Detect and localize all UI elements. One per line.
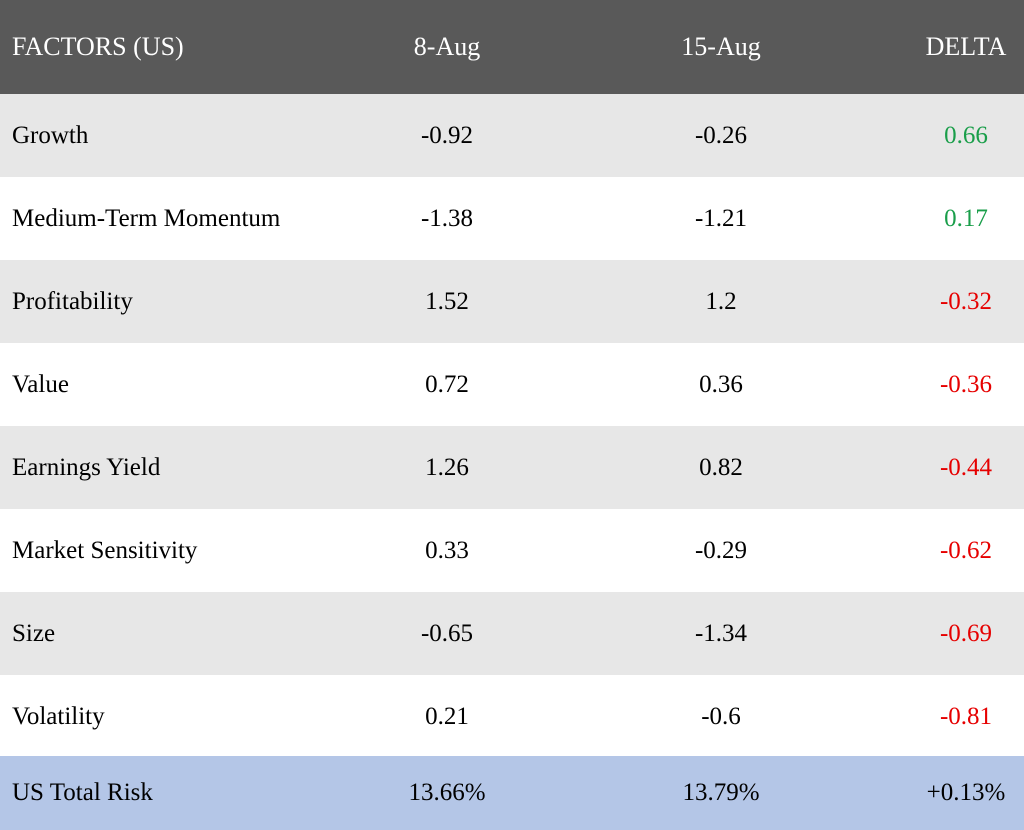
factor-name: Market Sensitivity bbox=[12, 536, 198, 564]
total-row: US Total Risk 13.66% 13.79% +0.13% bbox=[0, 756, 1024, 830]
factor-name: Profitability bbox=[12, 287, 133, 315]
value-delta: 0.17 bbox=[944, 204, 988, 232]
value-delta: -0.44 bbox=[939, 453, 993, 481]
factor-name: Earnings Yield bbox=[12, 453, 161, 481]
value-8-aug: 1.52 bbox=[425, 287, 469, 315]
header-delta: DELTA bbox=[925, 32, 1007, 61]
table-row: Profitability 1.52 1.2 -0.32 bbox=[0, 260, 1024, 343]
value-8-aug: 0.21 bbox=[425, 702, 469, 730]
header-8-aug: 8-Aug bbox=[413, 32, 481, 61]
value-15-aug: -1.21 bbox=[694, 204, 748, 232]
value-15-aug: -0.29 bbox=[694, 536, 748, 564]
factor-name: Size bbox=[12, 619, 56, 647]
value-15-aug: -0.26 bbox=[694, 121, 748, 149]
value-delta: -0.69 bbox=[939, 619, 993, 647]
total-8-aug: 13.66% bbox=[408, 779, 486, 806]
table-row: Value 0.72 0.36 -0.36 bbox=[0, 343, 1024, 426]
total-label: US Total Risk bbox=[12, 779, 153, 806]
value-15-aug: -1.34 bbox=[694, 619, 748, 647]
value-15-aug: 0.82 bbox=[699, 453, 743, 481]
table-row: Volatility 0.21 -0.6 -0.81 bbox=[0, 675, 1024, 758]
total-delta: +0.13% bbox=[926, 779, 1006, 806]
value-15-aug: 0.36 bbox=[699, 370, 743, 398]
factor-name: Growth bbox=[12, 121, 89, 149]
value-8-aug: 1.26 bbox=[425, 453, 469, 481]
factor-name: Volatility bbox=[12, 702, 105, 730]
value-8-aug: 0.72 bbox=[425, 370, 469, 398]
table-row: Market Sensitivity 0.33 -0.29 -0.62 bbox=[0, 509, 1024, 592]
value-delta: -0.81 bbox=[939, 702, 993, 730]
factor-name: Medium-Term Momentum bbox=[12, 204, 281, 232]
total-15-aug: 13.79% bbox=[682, 779, 760, 806]
table-row: Medium-Term Momentum -1.38 -1.21 0.17 bbox=[0, 177, 1024, 260]
value-delta: -0.62 bbox=[939, 536, 993, 564]
table-row: Earnings Yield 1.26 0.82 -0.44 bbox=[0, 426, 1024, 509]
value-8-aug: -1.38 bbox=[420, 204, 474, 232]
value-8-aug: -0.92 bbox=[420, 121, 474, 149]
value-15-aug: 1.2 bbox=[705, 287, 737, 315]
value-delta: 0.66 bbox=[944, 121, 988, 149]
table-row: Growth -0.92 -0.26 0.66 bbox=[0, 94, 1024, 177]
value-15-aug: -0.6 bbox=[701, 702, 741, 730]
value-8-aug: -0.65 bbox=[420, 619, 474, 647]
value-delta: -0.32 bbox=[939, 287, 993, 315]
header-factors: FACTORS (US) bbox=[12, 32, 184, 61]
value-8-aug: 0.33 bbox=[425, 536, 469, 564]
table-row: Size -0.65 -1.34 -0.69 bbox=[0, 592, 1024, 675]
header-15-aug: 15-Aug bbox=[681, 32, 761, 61]
factor-name: Value bbox=[12, 370, 69, 398]
table-header-row: FACTORS (US) 8-Aug 15-Aug DELTA bbox=[0, 0, 1024, 94]
value-delta: -0.36 bbox=[939, 370, 993, 398]
